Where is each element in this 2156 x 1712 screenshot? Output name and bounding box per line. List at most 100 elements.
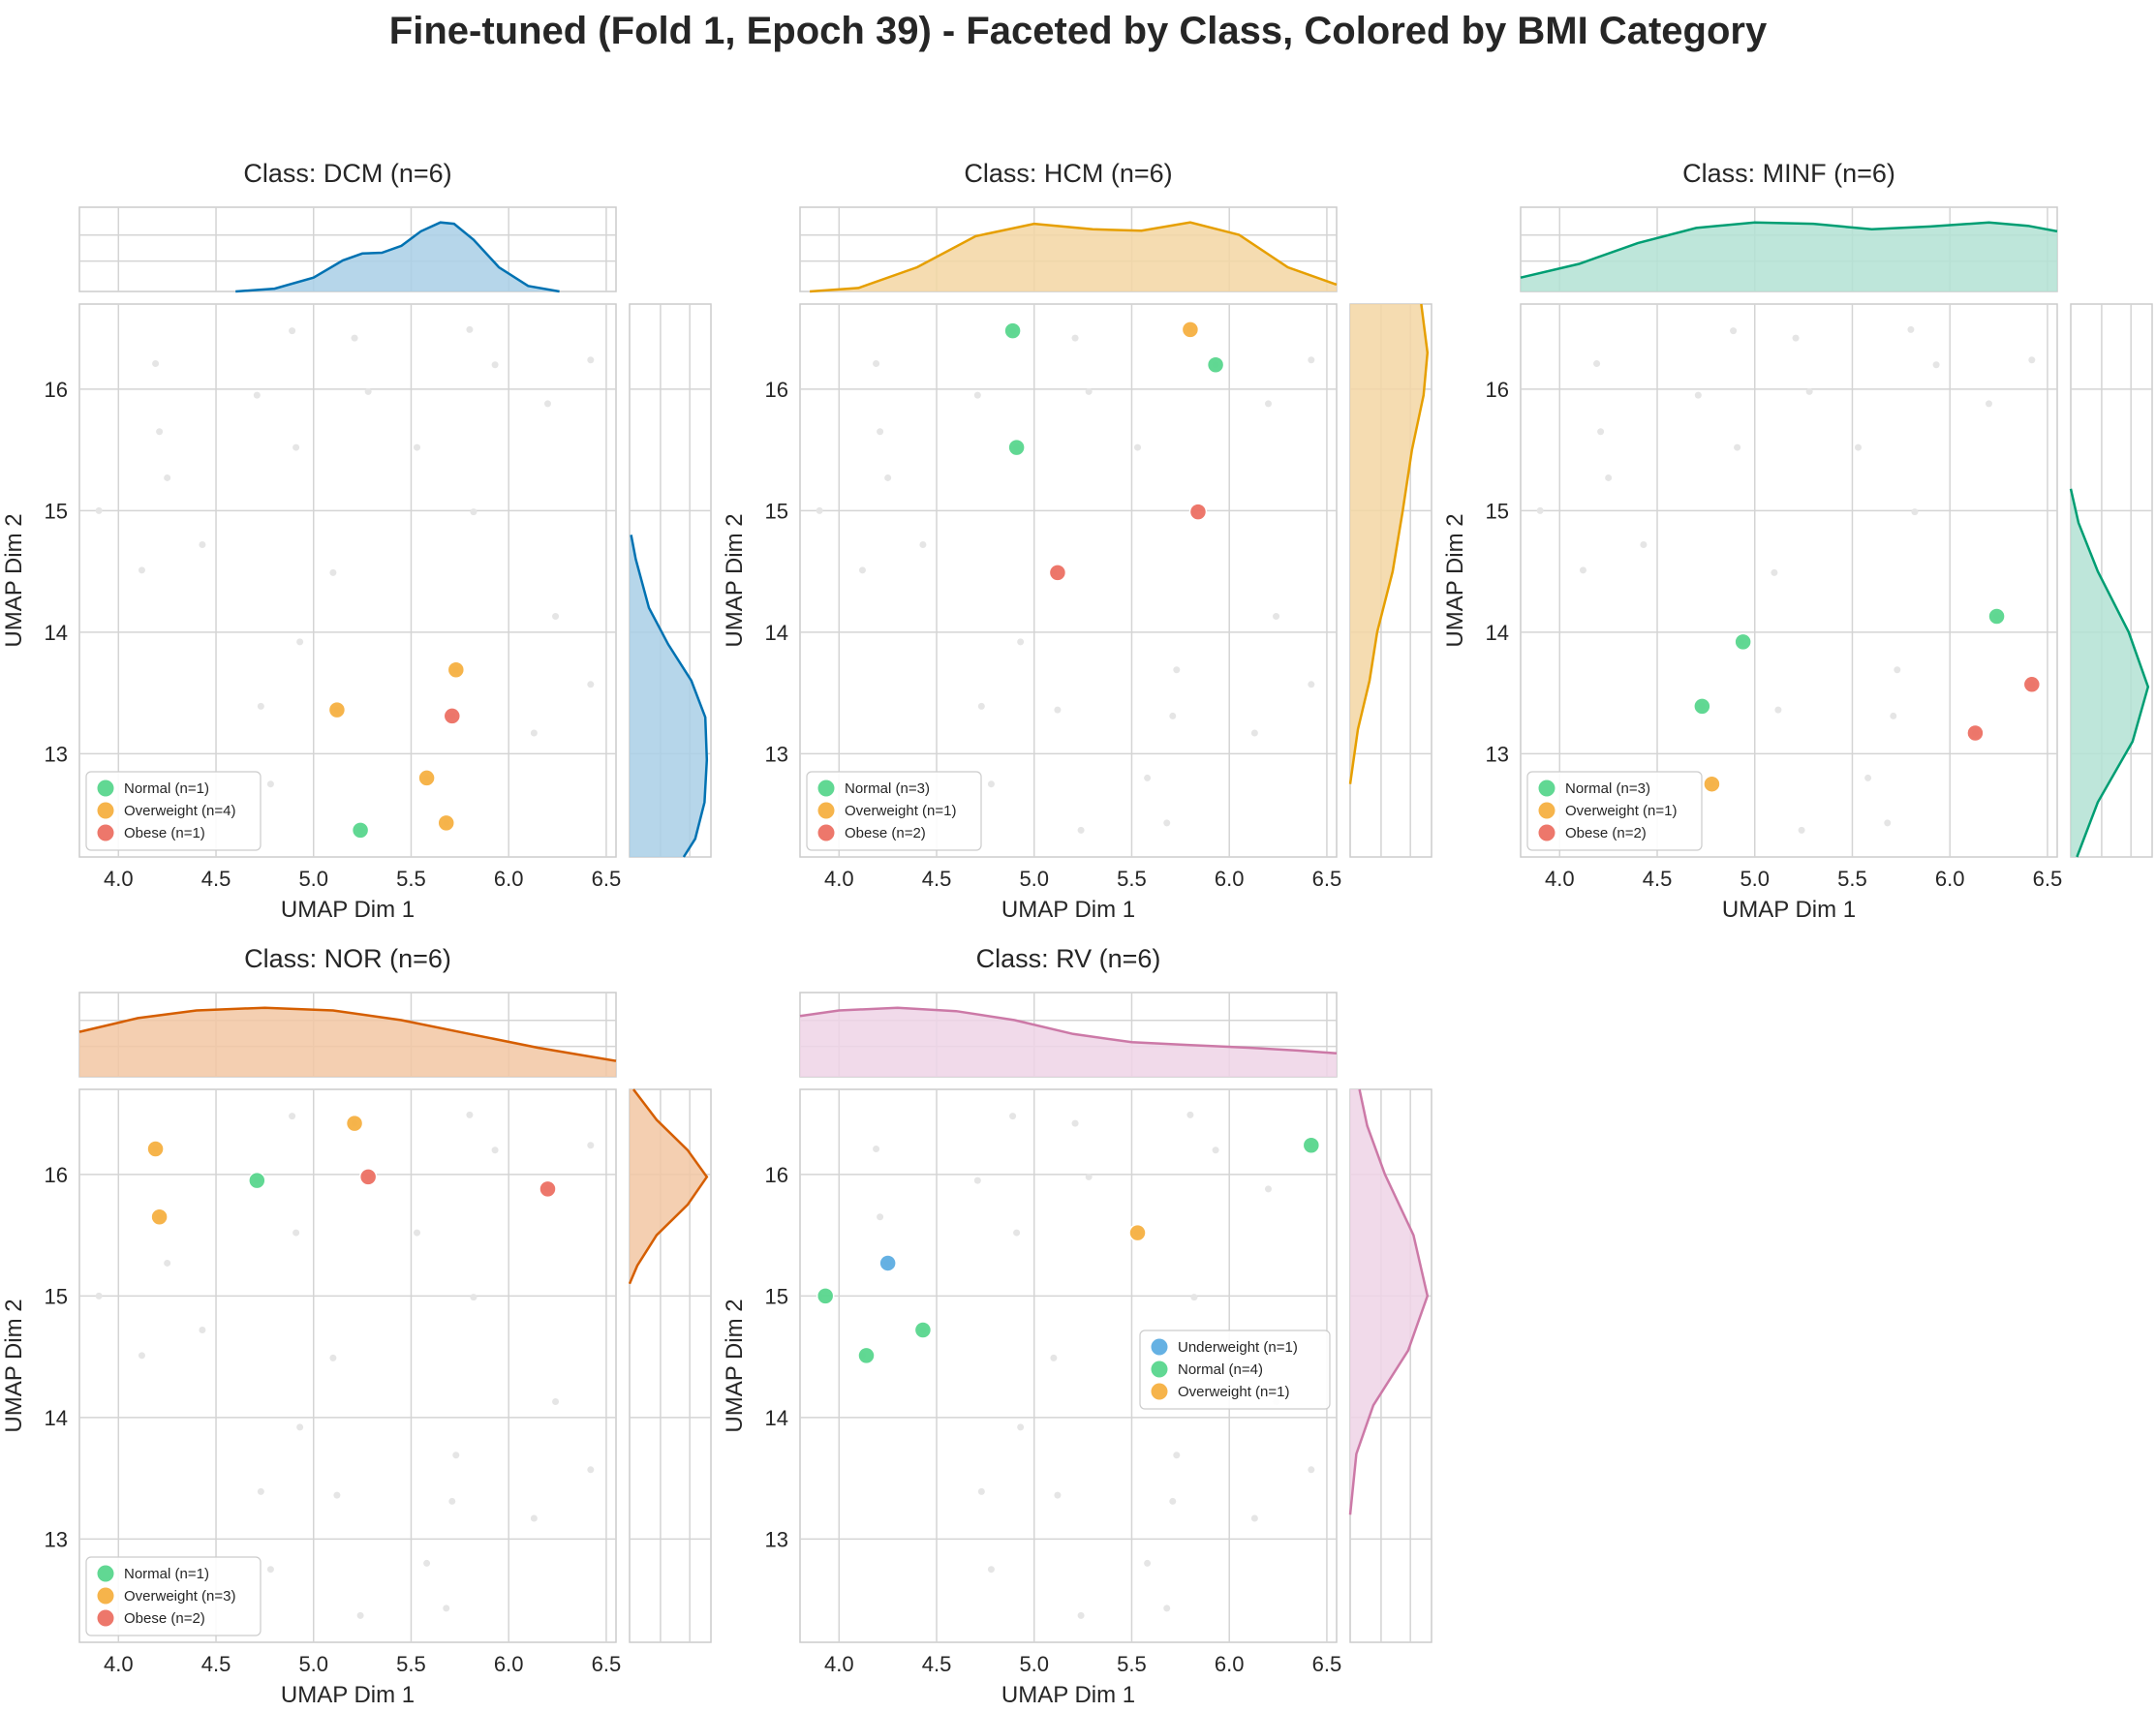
panel-title: Class: RV (n=6) <box>976 944 1161 973</box>
data-point-obese[interactable] <box>358 1168 378 1186</box>
background-point <box>1071 334 1079 342</box>
data-point-normal[interactable] <box>1007 438 1026 457</box>
x-tick-label: 4.5 <box>922 867 952 891</box>
background-point <box>356 1611 364 1619</box>
background-point <box>329 1354 337 1361</box>
y-axis-label: UMAP Dim 2 <box>722 513 748 647</box>
x-axis-label: UMAP Dim 1 <box>1001 897 1135 923</box>
legend-marker-obese <box>97 824 114 841</box>
background-point <box>257 1487 264 1495</box>
legend-marker-obese <box>817 824 835 841</box>
background-point <box>443 1605 450 1612</box>
background-point <box>1013 1229 1021 1237</box>
panel-title: Class: HCM (n=6) <box>964 159 1172 188</box>
legend-frame <box>85 1556 262 1636</box>
data-point-normal[interactable] <box>913 1321 933 1339</box>
data-point-overweight[interactable] <box>1703 775 1721 793</box>
y-tick-label: 16 <box>45 1163 68 1187</box>
legend-entry: Underweight (n=1) <box>1178 1339 1298 1356</box>
legend-marker-overweight <box>97 802 114 819</box>
data-point-normal[interactable] <box>816 1287 835 1305</box>
background-point <box>1890 712 1897 719</box>
legend-frame <box>806 771 982 851</box>
legend-entry: Normal (n=1) <box>124 1566 209 1582</box>
background-point <box>587 1142 595 1149</box>
y-kde-curve <box>630 535 709 858</box>
data-point-normal[interactable] <box>1987 607 2006 626</box>
panel-hcm: Class: HCM (n=6) 4.0 4.5 5.0 5.5 6.0 6.5 13 14 15… <box>722 159 1432 923</box>
panel-dcm: Class: DCM (n=6) 4.0 4.5 5.0 5.5 6.0 6.5 13 14 15… <box>1 159 712 923</box>
data-point-normal[interactable] <box>857 1346 876 1365</box>
y-tick-label: 14 <box>765 1406 788 1430</box>
y-tick-label: 16 <box>765 1163 788 1187</box>
y-tick-label: 13 <box>765 1527 788 1551</box>
background-point <box>293 443 300 451</box>
background-point <box>587 1466 595 1474</box>
data-point-obese[interactable] <box>443 707 462 725</box>
data-point-normal[interactable] <box>1734 632 1752 652</box>
data-point-normal[interactable] <box>1693 697 1711 716</box>
data-point-obese[interactable] <box>2022 675 2042 694</box>
x-tick-label: 6.5 <box>1312 867 1342 891</box>
data-point-overweight[interactable] <box>447 660 466 679</box>
y-kde-fill <box>1350 1089 1428 1515</box>
y-axis-label: UMAP Dim 2 <box>722 1299 748 1432</box>
background-point <box>1774 706 1782 714</box>
legend-marker-overweight <box>1538 802 1555 819</box>
data-point-obese[interactable] <box>1966 723 1985 743</box>
legend-entry: Overweight (n=4) <box>124 803 235 819</box>
panels: Class: DCM (n=6) 4.0 4.5 5.0 5.5 6.0 6.5 13 14 15… <box>1 159 2153 1708</box>
legend-marker-overweight <box>817 802 835 819</box>
data-point-obese[interactable] <box>1048 564 1067 582</box>
x-kde-fill <box>810 222 1337 291</box>
x-tick-label: 5.5 <box>396 1652 426 1676</box>
background-point <box>1792 334 1800 342</box>
y-tick-label: 13 <box>1486 742 1509 766</box>
data-point-overweight[interactable] <box>150 1208 169 1227</box>
x-tick-label: 6.5 <box>592 1652 622 1676</box>
data-point-overweight[interactable] <box>327 700 347 719</box>
legend-entry: Obese (n=2) <box>1565 825 1647 841</box>
background-point <box>1579 566 1586 574</box>
background-point <box>587 681 595 688</box>
data-point-normal[interactable] <box>351 821 370 840</box>
data-point-overweight[interactable] <box>146 1140 165 1158</box>
background-point <box>156 428 164 436</box>
x-axis-label: UMAP Dim 1 <box>281 1682 415 1708</box>
data-point-overweight[interactable] <box>437 813 455 833</box>
data-point-overweight[interactable] <box>1128 1223 1147 1242</box>
background-point <box>1173 1452 1181 1459</box>
background-point <box>1308 681 1315 688</box>
x-tick-label: 6.0 <box>1215 1652 1245 1676</box>
legend-entry: Overweight (n=1) <box>845 803 956 819</box>
background-point <box>884 474 892 481</box>
background-point <box>1536 506 1544 514</box>
background-point <box>1911 508 1919 516</box>
data-point-normal[interactable] <box>1003 321 1022 340</box>
data-point-normal[interactable] <box>1206 355 1225 374</box>
data-point-obese[interactable] <box>539 1179 557 1199</box>
x-tick-label: 6.5 <box>592 867 622 891</box>
y-tick-label: 15 <box>765 499 788 523</box>
data-point-overweight[interactable] <box>417 769 436 787</box>
plot-area <box>78 303 617 858</box>
data-point-overweight[interactable] <box>345 1114 364 1133</box>
panel-nor: Class: NOR (n=6) 4.0 4.5 5.0 5.5 6.0 6.5 13 14 15… <box>1 944 712 1708</box>
data-point-obese[interactable] <box>1188 503 1208 521</box>
background-point <box>1250 1514 1258 1522</box>
data-point-underweight[interactable] <box>878 1254 897 1272</box>
y-kde-curve <box>1348 1088 1430 1515</box>
data-point-normal[interactable] <box>1302 1136 1321 1154</box>
x-tick-label: 5.5 <box>1117 1652 1147 1676</box>
background-point <box>1640 540 1648 548</box>
background-point <box>1250 729 1258 737</box>
legend-marker-obese <box>1538 824 1555 841</box>
legend-marker-normal <box>97 780 114 797</box>
x-tick-label: 5.0 <box>1019 867 1049 891</box>
background-point <box>199 1326 206 1333</box>
plot-area <box>799 303 1338 858</box>
data-point-overweight[interactable] <box>1181 321 1200 339</box>
legend-marker-normal <box>1151 1360 1168 1378</box>
data-point-normal[interactable] <box>248 1171 266 1190</box>
background-point <box>470 1294 477 1301</box>
